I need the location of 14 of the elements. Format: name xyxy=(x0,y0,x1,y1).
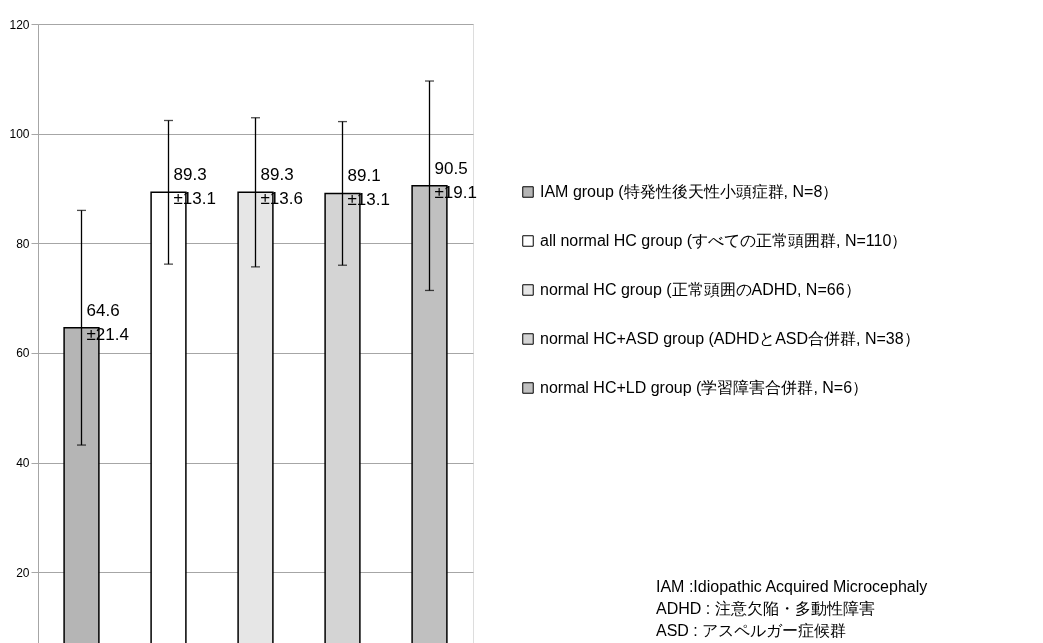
legend-label: normal HC+ASD group (ADHDとASD合併群, N=38） xyxy=(540,330,920,347)
y-tick-label: 60 xyxy=(16,346,30,361)
y-tick-label: 20 xyxy=(16,565,30,580)
text: ADHD : 注意欠陥・多動性障害 xyxy=(656,600,875,617)
legend-label: normal HC group (正常頭囲のADHD, N=66） xyxy=(540,281,861,298)
y-tick-label: 80 xyxy=(16,236,30,251)
y-tick-label: 40 xyxy=(16,456,30,471)
legend-label: all normal HC group (すべての正常頭囲群, N=110） xyxy=(540,232,908,249)
legend-label: IAM group (特発性後天性小頭症群, N=8） xyxy=(540,183,839,200)
text: ASD : アスペルガー症候群 xyxy=(656,622,847,639)
text: IAM :Idiopathic Acquired Microcephaly xyxy=(656,578,928,595)
y-tick-label: 120 xyxy=(9,17,30,32)
y-tick-label: 100 xyxy=(9,127,30,142)
legend-label: normal HC+LD group (学習障害合併群, N=6） xyxy=(540,379,869,396)
